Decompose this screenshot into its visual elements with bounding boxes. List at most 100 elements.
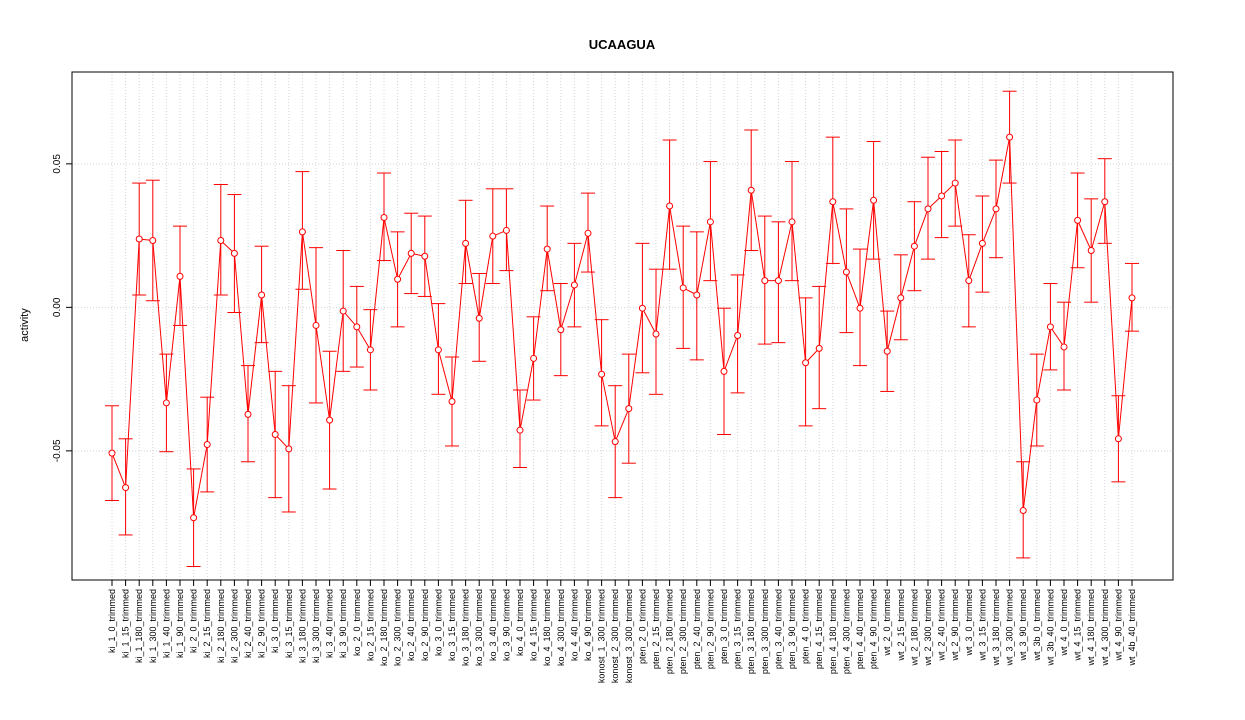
x-tick-label: ko_4_15_trimmed	[529, 589, 539, 661]
x-tick-label: ko_3_300_trimmed	[474, 589, 484, 666]
data-point	[1006, 133, 1014, 141]
data-point	[1074, 216, 1082, 224]
data-point	[353, 323, 361, 331]
data-point	[666, 202, 674, 210]
data-point	[734, 331, 742, 339]
data-point	[870, 196, 878, 204]
y-axis-label: activity	[19, 308, 31, 342]
data-point	[176, 272, 184, 280]
data-point	[802, 359, 810, 367]
series-line-segment	[356, 326, 371, 351]
x-tick-label: wt_4_180_trimmed	[1086, 589, 1096, 667]
data-point	[380, 214, 388, 222]
series-line-segment	[900, 246, 915, 299]
x-tick-label: wt_3_90_trimmed	[1018, 589, 1028, 662]
data-point	[326, 416, 334, 424]
x-tick-label: ko_4_180_trimmed	[542, 589, 552, 666]
x-tick-label: ki_1_0_trimmed	[107, 589, 117, 653]
data-point	[285, 445, 293, 453]
data-point	[366, 346, 374, 354]
series-line-segment	[505, 230, 521, 431]
data-point	[203, 441, 211, 449]
x-tick-label: pten_2_90_trimmed	[705, 589, 715, 669]
x-tick-label: ko_3_0_trimmed	[433, 589, 443, 656]
x-tick-label: wt_3b_40_trimmed	[1045, 589, 1055, 667]
x-tick-label: wt_3_180_trimmed	[991, 589, 1001, 667]
x-tick-label: pten_4_15_trimmed	[814, 589, 824, 669]
series-line-segment	[669, 205, 684, 288]
data-point	[230, 249, 238, 257]
data-point	[407, 249, 415, 257]
series-line-segment	[1090, 201, 1106, 251]
y-tick-label: 0.05	[52, 154, 63, 174]
series-line-segment	[560, 284, 575, 330]
series-line-segment	[478, 236, 494, 319]
x-tick-label: wt_2_90_trimmed	[950, 589, 960, 662]
data-point	[217, 236, 225, 244]
series-line-segment	[954, 183, 970, 281]
data-point	[788, 218, 796, 226]
x-tick-label: wt_4_15_trimmed	[1073, 589, 1083, 662]
data-point	[938, 192, 946, 200]
series-line-segment	[383, 217, 399, 280]
x-tick-label: wt_2_180_trimmed	[909, 589, 919, 667]
x-tick-label: pten_4_40_trimmed	[855, 589, 865, 669]
data-point	[312, 321, 320, 329]
data-point	[992, 205, 1000, 213]
data-point	[421, 252, 429, 260]
data-point	[693, 291, 701, 299]
series-line-segment	[709, 221, 725, 372]
x-tick-label: ki_2_180_trimmed	[216, 589, 226, 663]
series-line-segment	[913, 208, 929, 247]
data-point	[448, 397, 456, 405]
data-point	[856, 304, 864, 312]
data-point	[951, 179, 959, 187]
x-tick-label: pten_4_0_trimmed	[801, 589, 811, 664]
data-point	[747, 186, 755, 194]
data-point	[394, 275, 402, 283]
series-line-segment	[968, 243, 983, 281]
series-line-segment	[111, 452, 127, 488]
series-line-segment	[573, 233, 589, 286]
data-point	[720, 367, 728, 375]
series-line-segment	[1036, 326, 1051, 401]
x-tick-label: wt_2_0_trimmed	[882, 589, 892, 657]
x-tick-label: ko_2_300_trimmed	[393, 589, 403, 666]
series-line-segment	[465, 243, 480, 319]
x-tick-label: wt_3b_0_trimmed	[1032, 589, 1042, 662]
x-tick-label: wt_3_15_trimmed	[977, 589, 987, 662]
data-point	[122, 484, 130, 492]
series-line-segment	[601, 374, 616, 442]
x-tick-label: ki_3_180_trimmed	[297, 589, 307, 663]
y-tick-label: 0.00	[52, 297, 63, 317]
series-line-segment	[424, 256, 439, 350]
data-point	[149, 236, 157, 244]
data-point	[570, 281, 578, 289]
x-tick-label: wt_2_15_trimmed	[896, 589, 906, 662]
series-line-segment	[437, 349, 453, 402]
series-line-segment	[859, 200, 875, 309]
x-tick-label: ko_4_0_trimmed	[515, 589, 525, 656]
x-tick-label: wt_4_300_trimmed	[1100, 589, 1110, 667]
data-point	[611, 438, 619, 446]
x-tick-label: pten_3_40_trimmed	[773, 589, 783, 669]
x-tick-label: pten_3_15_trimmed	[733, 589, 743, 669]
x-tick-label: ko_3_15_trimmed	[447, 589, 457, 661]
x-tick-label: pten_3_0_trimmed	[719, 589, 729, 664]
data-point	[339, 307, 347, 315]
x-tick-label: ki_2_15_trimmed	[202, 589, 212, 658]
data-point	[1114, 435, 1122, 443]
x-tick-label: ki_3_15_trimmed	[284, 589, 294, 658]
x-tick-label: pten_2_300_trimmed	[678, 589, 688, 674]
series-line-segment	[818, 201, 834, 349]
x-tick-label: konost_1_300_trimmed	[597, 589, 607, 683]
data-point	[910, 242, 918, 250]
x-tick-label: pten_3_300_trimmed	[760, 589, 770, 674]
x-tick-label: ki_1_180_trimmed	[134, 589, 144, 663]
x-tick-label: wt_3_0_trimmed	[964, 589, 974, 657]
series-line-segment	[1077, 220, 1092, 251]
x-tick-label: pten_2_40_trimmed	[692, 589, 702, 669]
series-line-segment	[1049, 326, 1065, 348]
series-line-segment	[301, 231, 317, 326]
series-line-segment	[179, 276, 195, 518]
